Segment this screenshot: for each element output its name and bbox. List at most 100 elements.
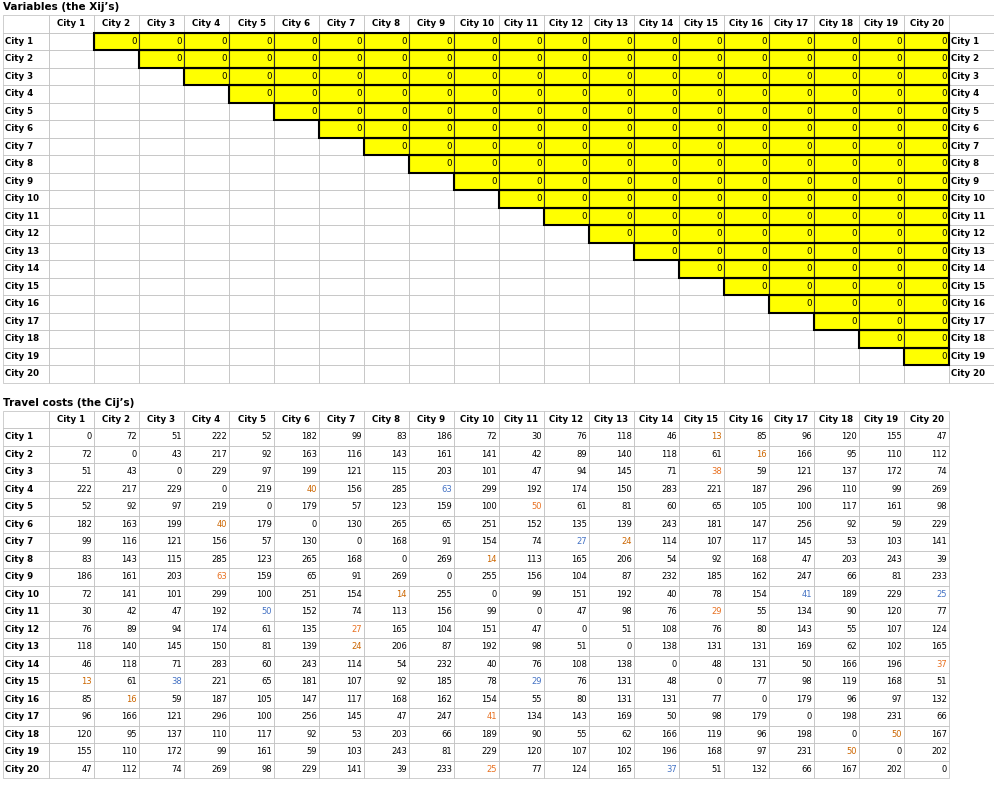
Text: 114: 114	[661, 537, 676, 546]
Bar	[49, 137, 93, 155]
Bar	[139, 242, 184, 260]
Text: 50: 50	[531, 502, 542, 512]
Text: 0: 0	[716, 177, 722, 186]
Text: 0: 0	[402, 142, 407, 151]
Bar	[588, 621, 633, 638]
Bar	[858, 411, 904, 428]
Bar	[139, 463, 184, 480]
Text: 37: 37	[935, 660, 946, 669]
Bar	[768, 102, 813, 120]
Text: 0: 0	[851, 124, 856, 133]
Bar	[948, 348, 994, 365]
Bar	[139, 480, 184, 498]
Text: 0: 0	[626, 642, 631, 651]
Bar	[229, 445, 273, 463]
Text: 0: 0	[940, 54, 946, 63]
Text: 98: 98	[935, 502, 946, 512]
Text: 0: 0	[266, 72, 271, 81]
Bar	[768, 15, 813, 32]
Bar	[588, 743, 633, 760]
Text: 118: 118	[77, 642, 91, 651]
Text: 77: 77	[935, 607, 946, 617]
Bar	[49, 173, 93, 190]
Text: 120: 120	[840, 433, 856, 441]
Bar	[678, 673, 724, 691]
Bar	[49, 428, 93, 445]
Text: 105: 105	[750, 502, 766, 512]
Text: 256: 256	[795, 520, 811, 529]
Bar	[768, 621, 813, 638]
Bar	[93, 173, 139, 190]
Text: 66: 66	[935, 713, 946, 721]
Bar	[768, 691, 813, 708]
Text: 221: 221	[211, 677, 227, 686]
Bar	[139, 603, 184, 621]
Text: 0: 0	[580, 194, 586, 203]
Bar	[319, 638, 364, 655]
Bar	[49, 568, 93, 586]
Bar	[229, 586, 273, 603]
Text: 97: 97	[261, 467, 271, 476]
Bar	[364, 533, 409, 550]
Bar	[273, 278, 319, 295]
Bar	[499, 428, 544, 445]
Text: 203: 203	[166, 572, 182, 581]
Text: 174: 174	[571, 485, 586, 494]
Text: 50: 50	[261, 607, 271, 617]
Bar	[3, 516, 49, 533]
Text: 172: 172	[886, 467, 902, 476]
Bar	[904, 85, 948, 102]
Text: 112: 112	[930, 449, 946, 458]
Text: 192: 192	[615, 590, 631, 599]
Text: City 15: City 15	[684, 415, 718, 424]
Bar	[3, 480, 49, 498]
Text: 0: 0	[580, 54, 586, 63]
Text: 0: 0	[851, 211, 856, 221]
Bar	[3, 463, 49, 480]
Text: 130: 130	[346, 520, 362, 529]
Bar	[499, 190, 948, 207]
Bar	[904, 673, 948, 691]
Text: 77: 77	[755, 677, 766, 686]
Bar	[184, 568, 229, 586]
Bar	[319, 102, 364, 120]
Text: 121: 121	[166, 713, 182, 721]
Bar	[453, 411, 499, 428]
Text: 38: 38	[711, 467, 722, 476]
Bar	[319, 725, 364, 743]
Bar	[49, 225, 93, 242]
Bar	[139, 498, 184, 516]
Bar	[499, 638, 544, 655]
Bar	[184, 411, 229, 428]
Text: 134: 134	[526, 713, 542, 721]
Text: 145: 145	[166, 642, 182, 651]
Text: 0: 0	[940, 299, 946, 308]
Bar	[93, 550, 139, 568]
Bar	[858, 173, 904, 190]
Bar	[453, 365, 499, 383]
Bar	[229, 190, 273, 207]
Text: 179: 179	[301, 502, 317, 512]
Text: 0: 0	[402, 37, 407, 46]
Bar	[3, 68, 49, 85]
Text: 156: 156	[211, 537, 227, 546]
Text: City 6: City 6	[5, 520, 33, 529]
Text: 0: 0	[491, 142, 496, 151]
Bar	[544, 50, 588, 68]
Text: 0: 0	[896, 747, 902, 756]
Text: City 1: City 1	[5, 433, 33, 441]
Bar	[724, 411, 768, 428]
Text: City 8: City 8	[5, 554, 33, 564]
Bar	[3, 50, 49, 68]
Bar	[319, 516, 364, 533]
Text: 51: 51	[576, 642, 586, 651]
Text: 0: 0	[626, 177, 631, 186]
Bar	[724, 708, 768, 725]
Bar	[858, 85, 904, 102]
Bar	[93, 137, 139, 155]
Text: 16: 16	[126, 695, 137, 704]
Bar	[364, 586, 409, 603]
Bar	[229, 312, 273, 330]
Bar	[319, 428, 364, 445]
Bar	[724, 68, 768, 85]
